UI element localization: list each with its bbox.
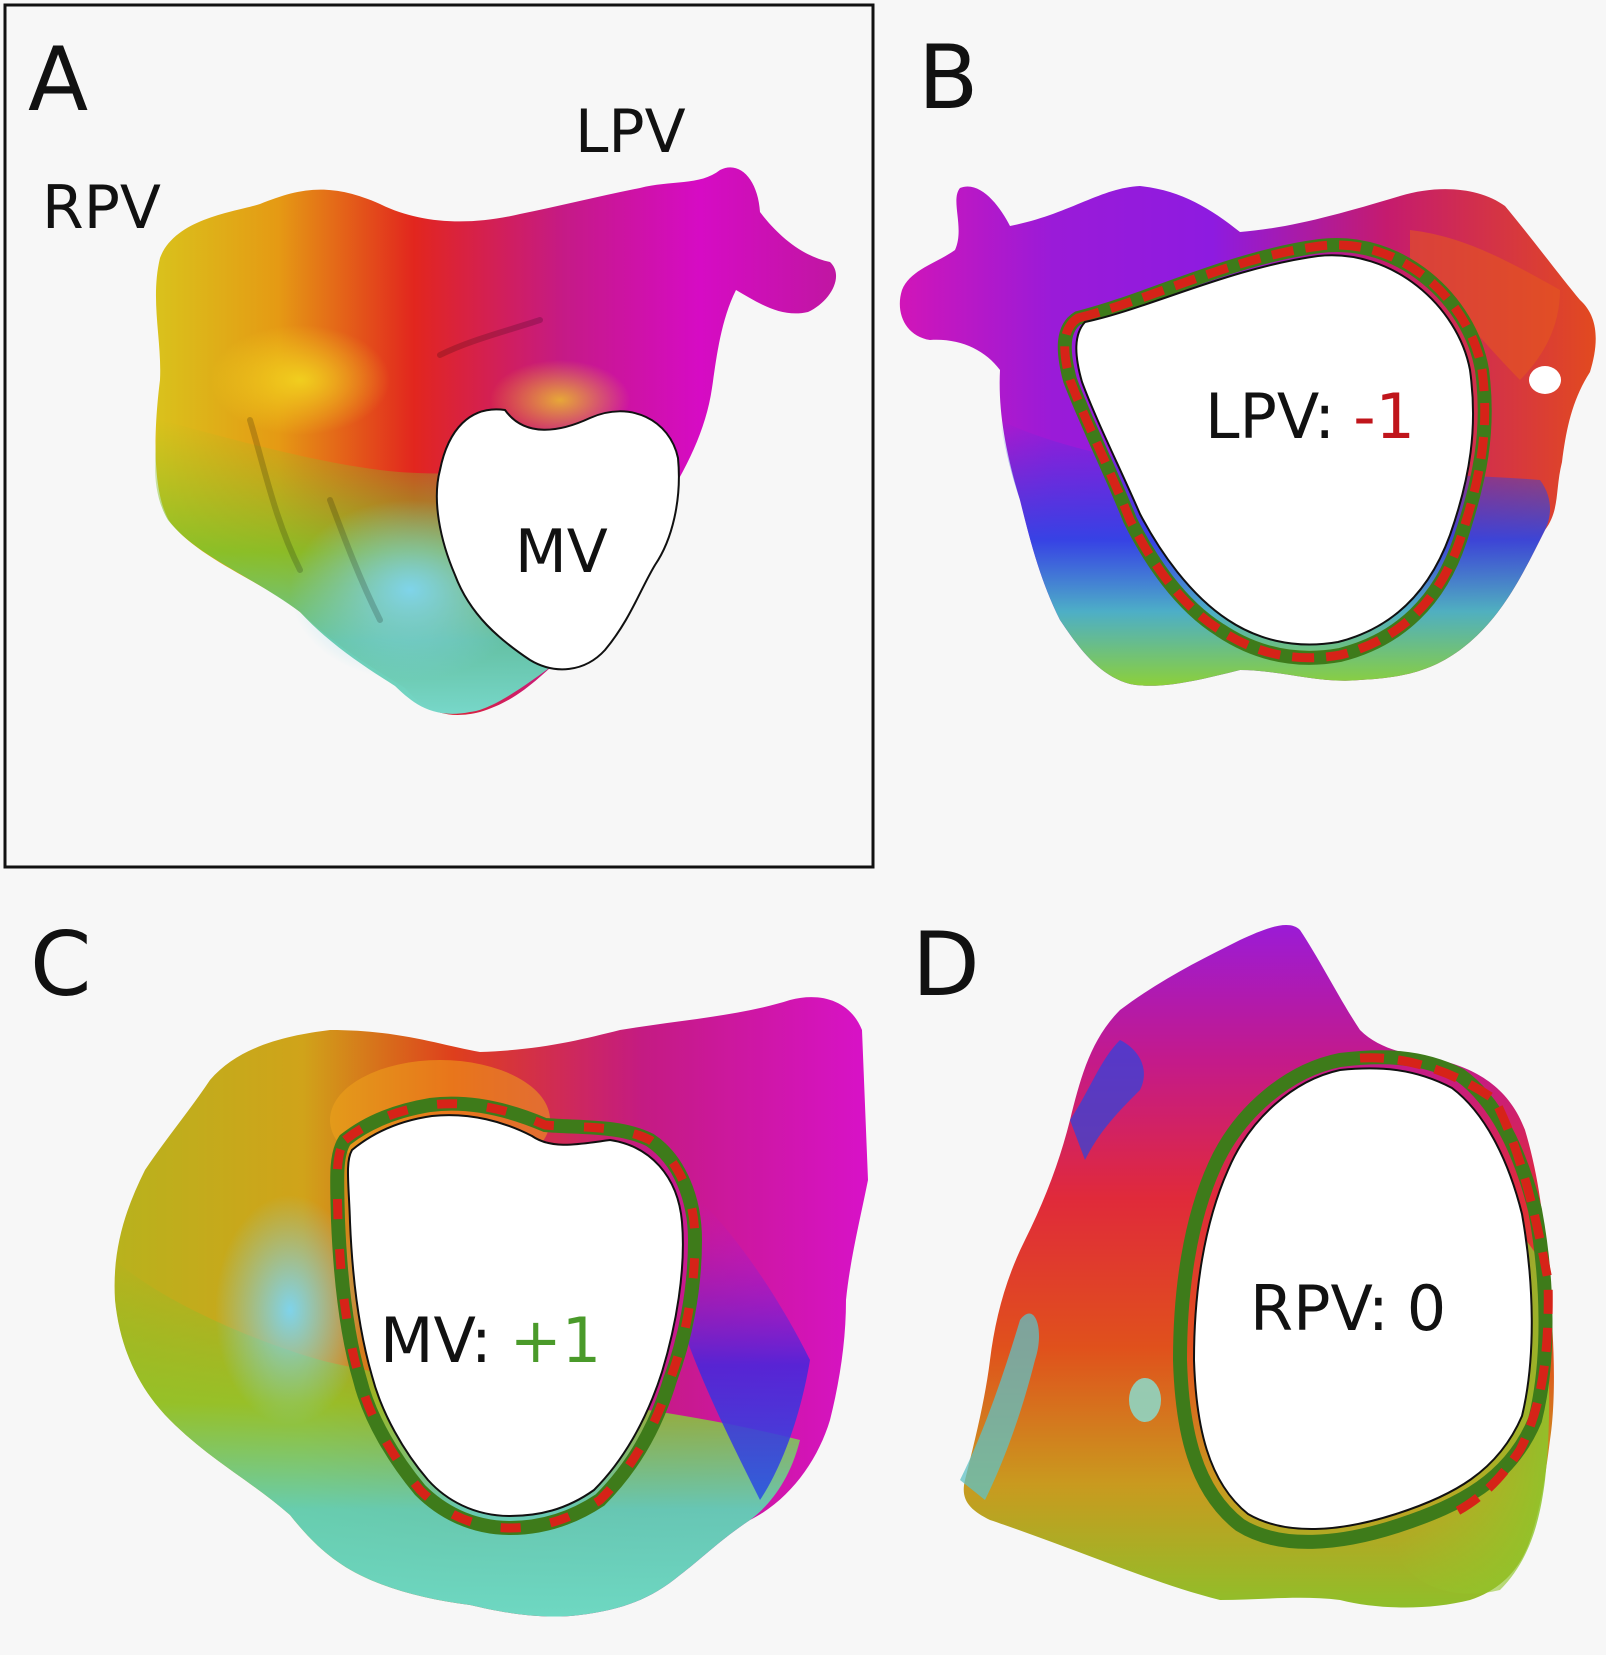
hole-name-mv: MV:: [380, 1304, 492, 1377]
hole-name-lpv: LPV:: [1205, 380, 1335, 453]
label-lpv: LPV: [575, 97, 686, 167]
mv-opening: [435, 408, 680, 671]
panel-c: C MV: +1: [30, 913, 869, 1617]
hole-label-mv: MV: +1: [380, 1304, 601, 1377]
panel-d: D RPV: 0: [912, 913, 1554, 1608]
rpv-loop-red-arrows: [1359, 1053, 1553, 1520]
panel-a-frame: [3, 3, 875, 869]
rpv-opening: [1192, 1067, 1533, 1531]
panel-b: B LPV: -1: [899, 26, 1596, 686]
panel-d-letter: D: [912, 913, 980, 1016]
mv-opening-c: [346, 1114, 684, 1518]
mv-loop-red-arrows: [332, 1099, 700, 1533]
hole-value-lpv: -1: [1353, 380, 1415, 453]
hole-label-lpv: LPV: -1: [1205, 380, 1415, 453]
hole-label-rpv: RPV: 0: [1250, 1272, 1446, 1345]
label-mv: MV: [515, 517, 608, 587]
label-rpv: RPV: [42, 173, 161, 243]
hole-value-mv: +1: [510, 1304, 601, 1377]
panel-a: A RPV LPV MV: [3, 3, 875, 869]
panel-c-letter: C: [30, 913, 91, 1016]
hole-name-rpv: RPV:: [1250, 1272, 1389, 1345]
panel-a-letter: A: [28, 28, 88, 131]
hole-value-rpv: 0: [1407, 1272, 1446, 1345]
lpv-loop-red-arrows: [1060, 240, 1490, 663]
panel-b-letter: B: [918, 26, 978, 129]
lpv-opening: [1075, 254, 1475, 646]
